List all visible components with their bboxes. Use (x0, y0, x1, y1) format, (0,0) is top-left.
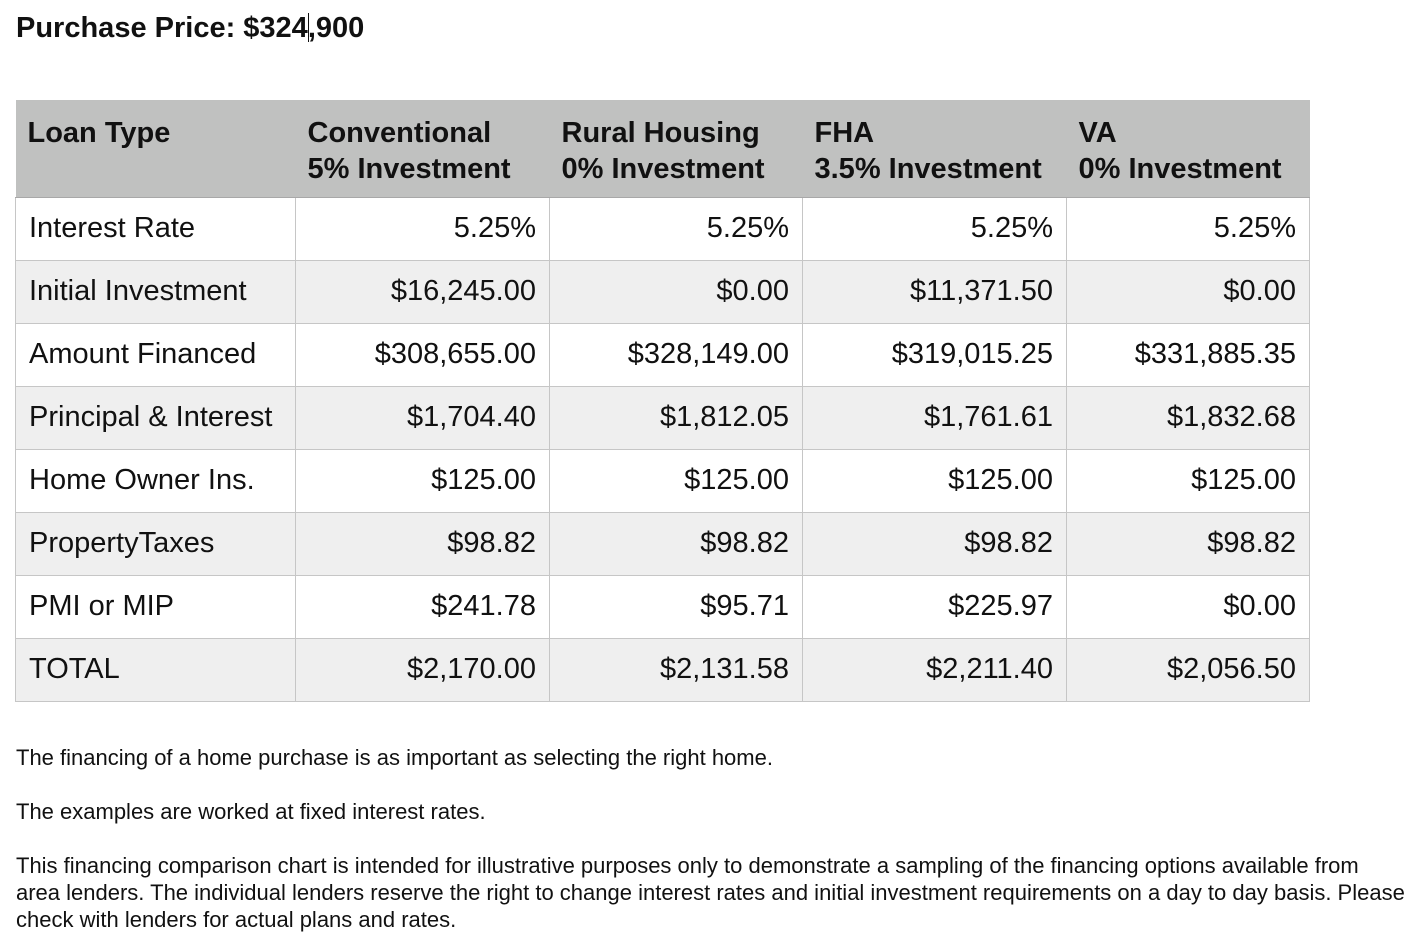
table-cell: $1,704.40 (295, 385, 550, 450)
table-cell: $1,761.61 (802, 385, 1067, 450)
column-header-investment: 0% Investment (561, 153, 765, 185)
table-cell: $1,832.68 (1066, 385, 1310, 450)
table-cell: $95.71 (549, 574, 803, 639)
table-cell: $98.82 (295, 511, 550, 576)
table-row-principal-interest: Principal & Interest $1,704.40 $1,812.05… (15, 385, 1310, 450)
table-cell: $2,131.58 (549, 637, 803, 702)
column-header-label: Loan Type (27, 117, 171, 149)
table-cell: $0.00 (1066, 259, 1310, 324)
table-cell: 5.25% (1066, 196, 1310, 261)
table-cell: $125.00 (802, 448, 1067, 513)
table-cell: $2,170.00 (295, 637, 550, 702)
row-label: Home Owner Ins. (15, 448, 296, 513)
table-cell: $241.78 (295, 574, 550, 639)
row-label: PMI or MIP (15, 574, 296, 639)
table-row-interest-rate: Interest Rate 5.25% 5.25% 5.25% 5.25% (15, 196, 1310, 261)
column-header-name: VA (1078, 117, 1117, 149)
table-cell: $125.00 (549, 448, 803, 513)
table-cell: 5.25% (295, 196, 550, 261)
table-cell: $319,015.25 (802, 322, 1067, 387)
table-row-amount-financed: Amount Financed $308,655.00 $328,149.00 … (15, 322, 1310, 387)
table-cell: 5.25% (549, 196, 803, 261)
column-header-investment: 3.5% Investment (814, 153, 1042, 185)
column-header-name: Rural Housing (561, 117, 760, 149)
row-label: TOTAL (15, 637, 296, 702)
table-row-initial-investment: Initial Investment $16,245.00 $0.00 $11,… (15, 259, 1310, 324)
row-label: PropertyTaxes (15, 511, 296, 576)
column-header-rural-housing: Rural Housing 0% Investment (549, 100, 803, 198)
column-header-name: FHA (814, 117, 875, 149)
title-text-after-caret: ,900 (307, 12, 365, 44)
table-cell: $2,211.40 (802, 637, 1067, 702)
table-cell: $98.82 (549, 511, 803, 576)
note-paragraph: The examples are worked at fixed interes… (16, 799, 486, 824)
table-row-property-taxes: PropertyTaxes $98.82 $98.82 $98.82 $98.8… (15, 511, 1310, 576)
table-cell: $98.82 (802, 511, 1067, 576)
table-cell: $0.00 (1066, 574, 1310, 639)
row-label: Interest Rate (15, 196, 296, 261)
table-cell: $0.00 (549, 259, 803, 324)
table-row-home-owner-ins: Home Owner Ins. $125.00 $125.00 $125.00 … (15, 448, 1310, 513)
table-cell: 5.25% (802, 196, 1067, 261)
column-header-investment: 0% Investment (1078, 153, 1282, 185)
notes-section: The financing of a home purchase is as i… (16, 744, 1406, 933)
column-header-fha: FHA 3.5% Investment (802, 100, 1067, 198)
text-cursor (307, 13, 309, 42)
column-header-va: VA 0% Investment (1066, 100, 1310, 198)
note-paragraph: The financing of a home purchase is as i… (16, 745, 773, 770)
table-cell: $308,655.00 (295, 322, 550, 387)
column-header-investment: 5% Investment (307, 153, 511, 185)
table-cell: $16,245.00 (295, 259, 550, 324)
row-label: Amount Financed (15, 322, 296, 387)
row-label: Initial Investment (15, 259, 296, 324)
table-cell: $328,149.00 (549, 322, 803, 387)
table-cell: $1,812.05 (549, 385, 803, 450)
table-cell: $2,056.50 (1066, 637, 1310, 702)
title-text-before-caret: Purchase Price: $324 (16, 12, 308, 44)
table-cell: $331,885.35 (1066, 322, 1310, 387)
row-label: Principal & Interest (15, 385, 296, 450)
page-title[interactable]: Purchase Price: $324,900 (16, 10, 364, 46)
table-cell: $125.00 (295, 448, 550, 513)
table-cell: $225.97 (802, 574, 1067, 639)
loan-comparison-table: Loan Type Conventional 5% Investment Rur… (15, 100, 1310, 702)
table-header-row: Loan Type Conventional 5% Investment Rur… (15, 100, 1310, 198)
table-cell: $98.82 (1066, 511, 1310, 576)
note-paragraph: This financing comparison chart is inten… (16, 853, 1405, 932)
table-cell: $125.00 (1066, 448, 1310, 513)
table-row-total: TOTAL $2,170.00 $2,131.58 $2,211.40 $2,0… (15, 637, 1310, 702)
column-header-loan-type: Loan Type (15, 100, 296, 198)
column-header-conventional: Conventional 5% Investment (295, 100, 550, 198)
column-header-name: Conventional (307, 117, 492, 149)
table-row-pmi-mip: PMI or MIP $241.78 $95.71 $225.97 $0.00 (15, 574, 1310, 639)
table-cell: $11,371.50 (802, 259, 1067, 324)
